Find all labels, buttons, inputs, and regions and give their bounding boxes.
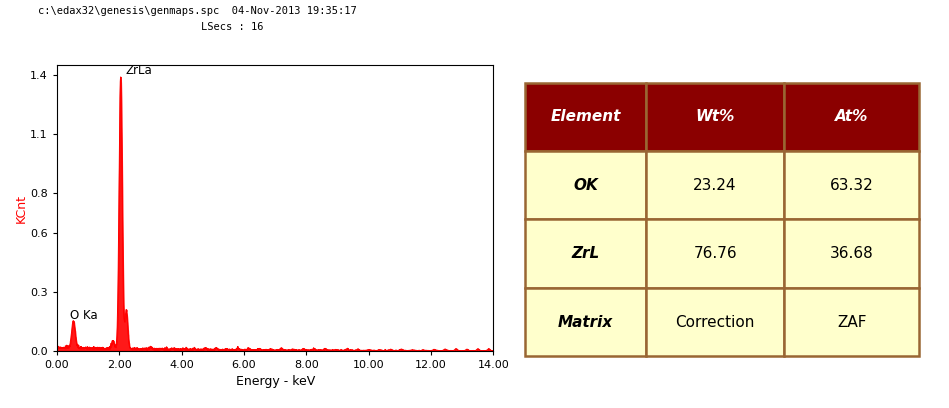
Text: c:\edax32\genesis\genmaps.spc  04-Nov-2013 19:35:17: c:\edax32\genesis\genmaps.spc 04-Nov-201… — [38, 6, 357, 16]
Bar — [785, 151, 920, 220]
Text: OK: OK — [573, 178, 598, 193]
Text: ZrL: ZrL — [571, 246, 600, 261]
Bar — [785, 288, 920, 356]
Text: ZrLa: ZrLa — [125, 64, 152, 77]
Bar — [645, 82, 785, 151]
Text: 63.32: 63.32 — [830, 178, 874, 193]
Text: Matrix: Matrix — [558, 315, 613, 330]
Bar — [645, 288, 785, 356]
Text: O Ka: O Ka — [70, 309, 98, 322]
Bar — [526, 151, 645, 220]
Bar — [785, 220, 920, 288]
Bar — [645, 151, 785, 220]
Text: 36.68: 36.68 — [830, 246, 874, 261]
Text: Wt%: Wt% — [696, 109, 735, 124]
Text: At%: At% — [835, 109, 868, 124]
Text: 76.76: 76.76 — [694, 246, 737, 261]
Bar — [526, 82, 645, 151]
Text: Element: Element — [550, 109, 621, 124]
Text: Correction: Correction — [676, 315, 754, 330]
X-axis label: Energy - keV: Energy - keV — [235, 375, 315, 388]
Bar — [785, 82, 920, 151]
Text: LSecs : 16: LSecs : 16 — [201, 22, 264, 33]
Text: ZAF: ZAF — [837, 315, 866, 330]
Text: 23.24: 23.24 — [694, 178, 736, 193]
Y-axis label: KCnt: KCnt — [14, 193, 28, 223]
Bar — [526, 288, 645, 356]
Bar — [645, 220, 785, 288]
Bar — [526, 220, 645, 288]
